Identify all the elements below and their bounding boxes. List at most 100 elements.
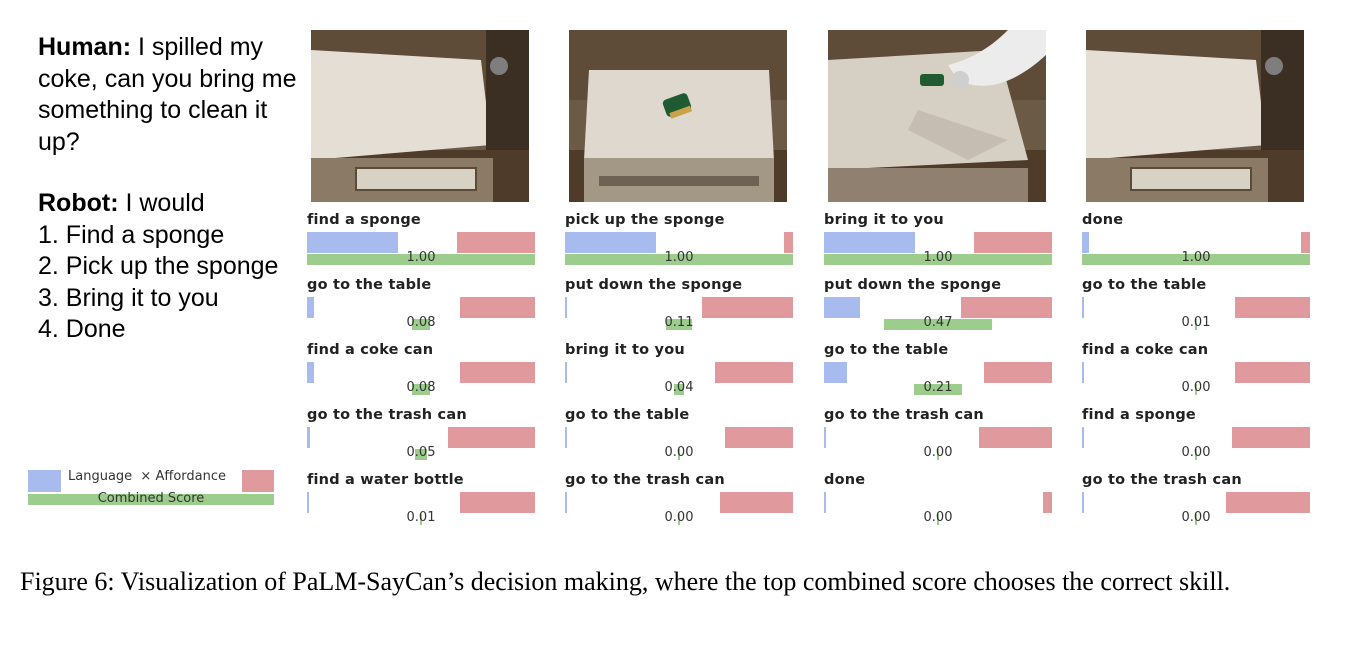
legend-times-symbol: × — [140, 469, 152, 484]
skill-label: find a sponge — [1082, 407, 1196, 423]
robot-label: Robot: — [38, 189, 119, 217]
skill-entry: go to the trash can 0.00 — [1082, 472, 1310, 536]
combined-score-bar — [678, 449, 680, 460]
robot-step: 3. Bring it to you — [38, 283, 219, 312]
skill-label: go to the table — [1082, 277, 1207, 293]
combined-score-bar — [1195, 514, 1197, 525]
affordance-score-bar — [701, 297, 793, 318]
language-score-bar — [307, 232, 399, 253]
skill-entry: go to the table 0.08 — [307, 277, 535, 341]
skill-entry: put down the sponge 0.47 — [824, 277, 1052, 341]
affordance-score-bar — [720, 492, 793, 513]
robot-step: 1. Find a sponge — [38, 220, 225, 249]
skill-label: go to the trash can — [824, 407, 984, 423]
figure-caption: Figure 6: Visualization of PaLM-SayCan’s… — [20, 567, 1231, 596]
dialog-text: Human: I spilled my coke, can you bring … — [38, 32, 298, 346]
language-score-bar — [565, 492, 567, 513]
combined-score-bar — [1082, 254, 1310, 265]
skill-label: find a sponge — [307, 212, 421, 228]
skill-label: done — [824, 472, 866, 488]
skill-label: bring it to you — [824, 212, 944, 228]
combined-score-bar — [1194, 319, 1198, 330]
skill-entry: done 0.00 — [824, 472, 1052, 536]
language-score-bar — [307, 427, 311, 448]
combined-score-value: 0.01 — [406, 510, 436, 525]
skill-label: find a coke can — [307, 342, 434, 358]
combined-score-value: 0.00 — [1181, 380, 1211, 395]
skill-entry: go to the table 0.00 — [565, 407, 793, 471]
legend-language-swatch — [28, 470, 61, 492]
affordance-score-bar — [448, 427, 535, 448]
legend-combined-swatch — [28, 494, 274, 505]
language-score-bar — [824, 362, 847, 383]
combined-score-bar — [1195, 384, 1197, 395]
skill-entry: find a sponge 0.00 — [1082, 407, 1310, 471]
combined-score-bar — [884, 319, 992, 330]
combined-score-value: 0.00 — [923, 445, 953, 460]
legend: Language × Affordance Combined Score — [28, 468, 276, 508]
combined-score-bar — [565, 254, 793, 265]
combined-score-value: 0.04 — [664, 380, 694, 395]
skill-label: go to the trash can — [307, 407, 467, 423]
robot-scene-sponge-on-table — [569, 30, 787, 202]
affordance-score-bar — [1042, 492, 1052, 513]
affordance-score-bar — [457, 232, 535, 253]
skill-entry: pick up the sponge 1.00 — [565, 212, 793, 276]
robot-scene-arm-holding-sponge — [828, 30, 1046, 202]
skill-label: put down the sponge — [565, 277, 743, 293]
language-score-bar — [565, 232, 657, 253]
language-score-bar — [565, 362, 567, 383]
affordance-score-bar — [459, 492, 535, 513]
skill-entry: go to the trash can 0.00 — [565, 472, 793, 536]
robot-step: 2. Pick up the sponge — [38, 252, 279, 280]
language-score-bar — [565, 427, 567, 448]
robot-scene-counter — [311, 30, 529, 202]
skill-entry: find a coke can 0.00 — [1082, 342, 1310, 406]
legend-language-label: Language — [68, 469, 133, 484]
affordance-score-bar — [459, 362, 535, 383]
skill-entry: bring it to you 1.00 — [824, 212, 1052, 276]
affordance-score-bar — [974, 232, 1052, 253]
affordance-score-bar — [724, 427, 793, 448]
combined-score-value: 0.11 — [664, 315, 694, 330]
combined-score-value: 0.00 — [1181, 445, 1211, 460]
combined-score-value: 0.00 — [664, 445, 694, 460]
combined-score-bar — [674, 384, 684, 395]
language-score-bar — [824, 492, 826, 513]
language-score-bar — [824, 232, 916, 253]
skill-entry: put down the sponge 0.11 — [565, 277, 793, 341]
affordance-score-bar — [1234, 362, 1310, 383]
affordance-score-bar — [1300, 232, 1310, 253]
affordance-score-bar — [1225, 492, 1310, 513]
language-score-bar — [307, 492, 309, 513]
skill-label: go to the table — [824, 342, 949, 358]
combined-score-bar — [419, 514, 423, 525]
combined-score-bar — [914, 384, 962, 395]
skill-label: go to the table — [307, 277, 432, 293]
combined-score-value: 0.00 — [1181, 510, 1211, 525]
combined-score-value: 0.08 — [406, 380, 436, 395]
human-label: Human: — [38, 33, 132, 61]
skill-entry: bring it to you 0.04 — [565, 342, 793, 406]
skill-label: bring it to you — [565, 342, 685, 358]
skill-entry: go to the trash can 0.00 — [824, 407, 1052, 471]
affordance-score-bar — [1234, 297, 1310, 318]
robot-text: I would — [118, 189, 205, 217]
combined-score-value: 0.00 — [664, 510, 694, 525]
combined-score-bar — [411, 319, 431, 330]
affordance-score-bar — [979, 427, 1052, 448]
language-score-bar — [824, 427, 826, 448]
combined-score-bar — [415, 449, 427, 460]
combined-score-value: 0.08 — [406, 315, 436, 330]
language-score-bar — [1082, 427, 1084, 448]
skill-entry: find a sponge 1.00 — [307, 212, 535, 276]
skill-label: go to the table — [565, 407, 690, 423]
skill-entry: go to the table 0.21 — [824, 342, 1052, 406]
combined-score-value: 0.21 — [923, 380, 953, 395]
language-score-bar — [307, 297, 314, 318]
skill-entry: find a coke can 0.08 — [307, 342, 535, 406]
combined-score-bar — [666, 319, 692, 330]
skill-entry: find a water bottle 0.01 — [307, 472, 535, 536]
robot-utterance: Robot: I would — [38, 188, 298, 220]
combined-score-value: 1.00 — [1181, 250, 1211, 265]
